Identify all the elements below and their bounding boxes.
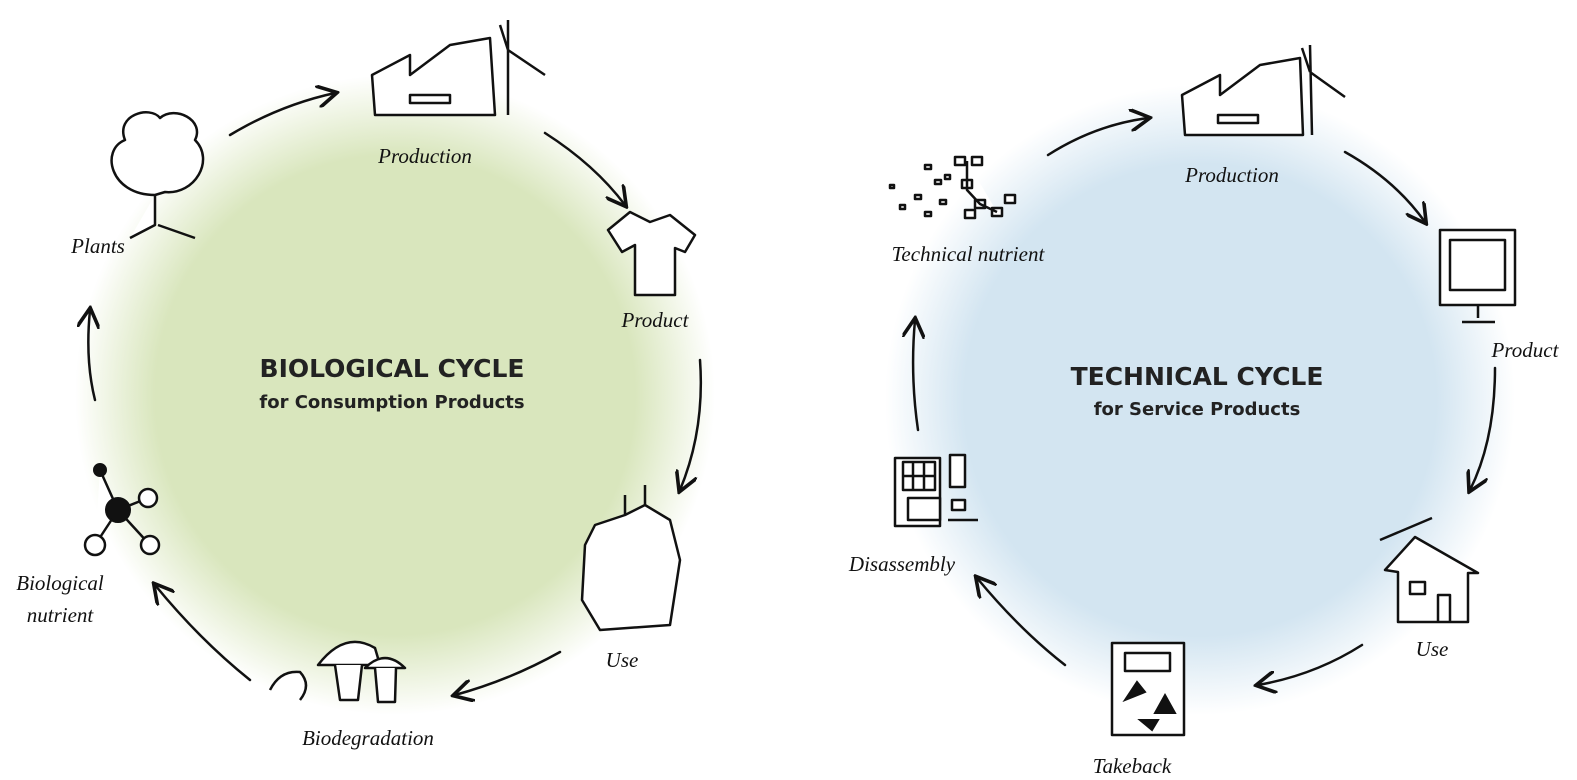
cycle-title: TECHNICAL CYCLE xyxy=(1071,362,1324,391)
node-label: Technical nutrient xyxy=(892,242,1046,266)
node-label: Use xyxy=(1416,637,1449,661)
node-label: Takeback xyxy=(1093,754,1172,778)
diagram: BIOLOGICAL CYCLE for Consumption Products… xyxy=(0,0,1577,780)
node-label: Product xyxy=(621,308,690,332)
node-label: Biological xyxy=(16,571,104,595)
cycle-subtitle: for Service Products xyxy=(1094,399,1301,420)
node-label: Product xyxy=(1491,338,1560,362)
bin-icon xyxy=(1112,643,1184,735)
cycle-title: BIOLOGICAL CYCLE xyxy=(260,354,525,383)
node-label: Biodegradation xyxy=(302,726,434,750)
node-label: Production xyxy=(377,144,472,168)
cycle-subtitle: for Consumption Products xyxy=(259,392,524,413)
node-label: Production xyxy=(1184,163,1279,187)
node-label: Plants xyxy=(70,234,125,258)
node-label: nutrient xyxy=(27,603,95,627)
node-label: Disassembly xyxy=(848,552,956,576)
node-label: Use xyxy=(606,648,639,672)
